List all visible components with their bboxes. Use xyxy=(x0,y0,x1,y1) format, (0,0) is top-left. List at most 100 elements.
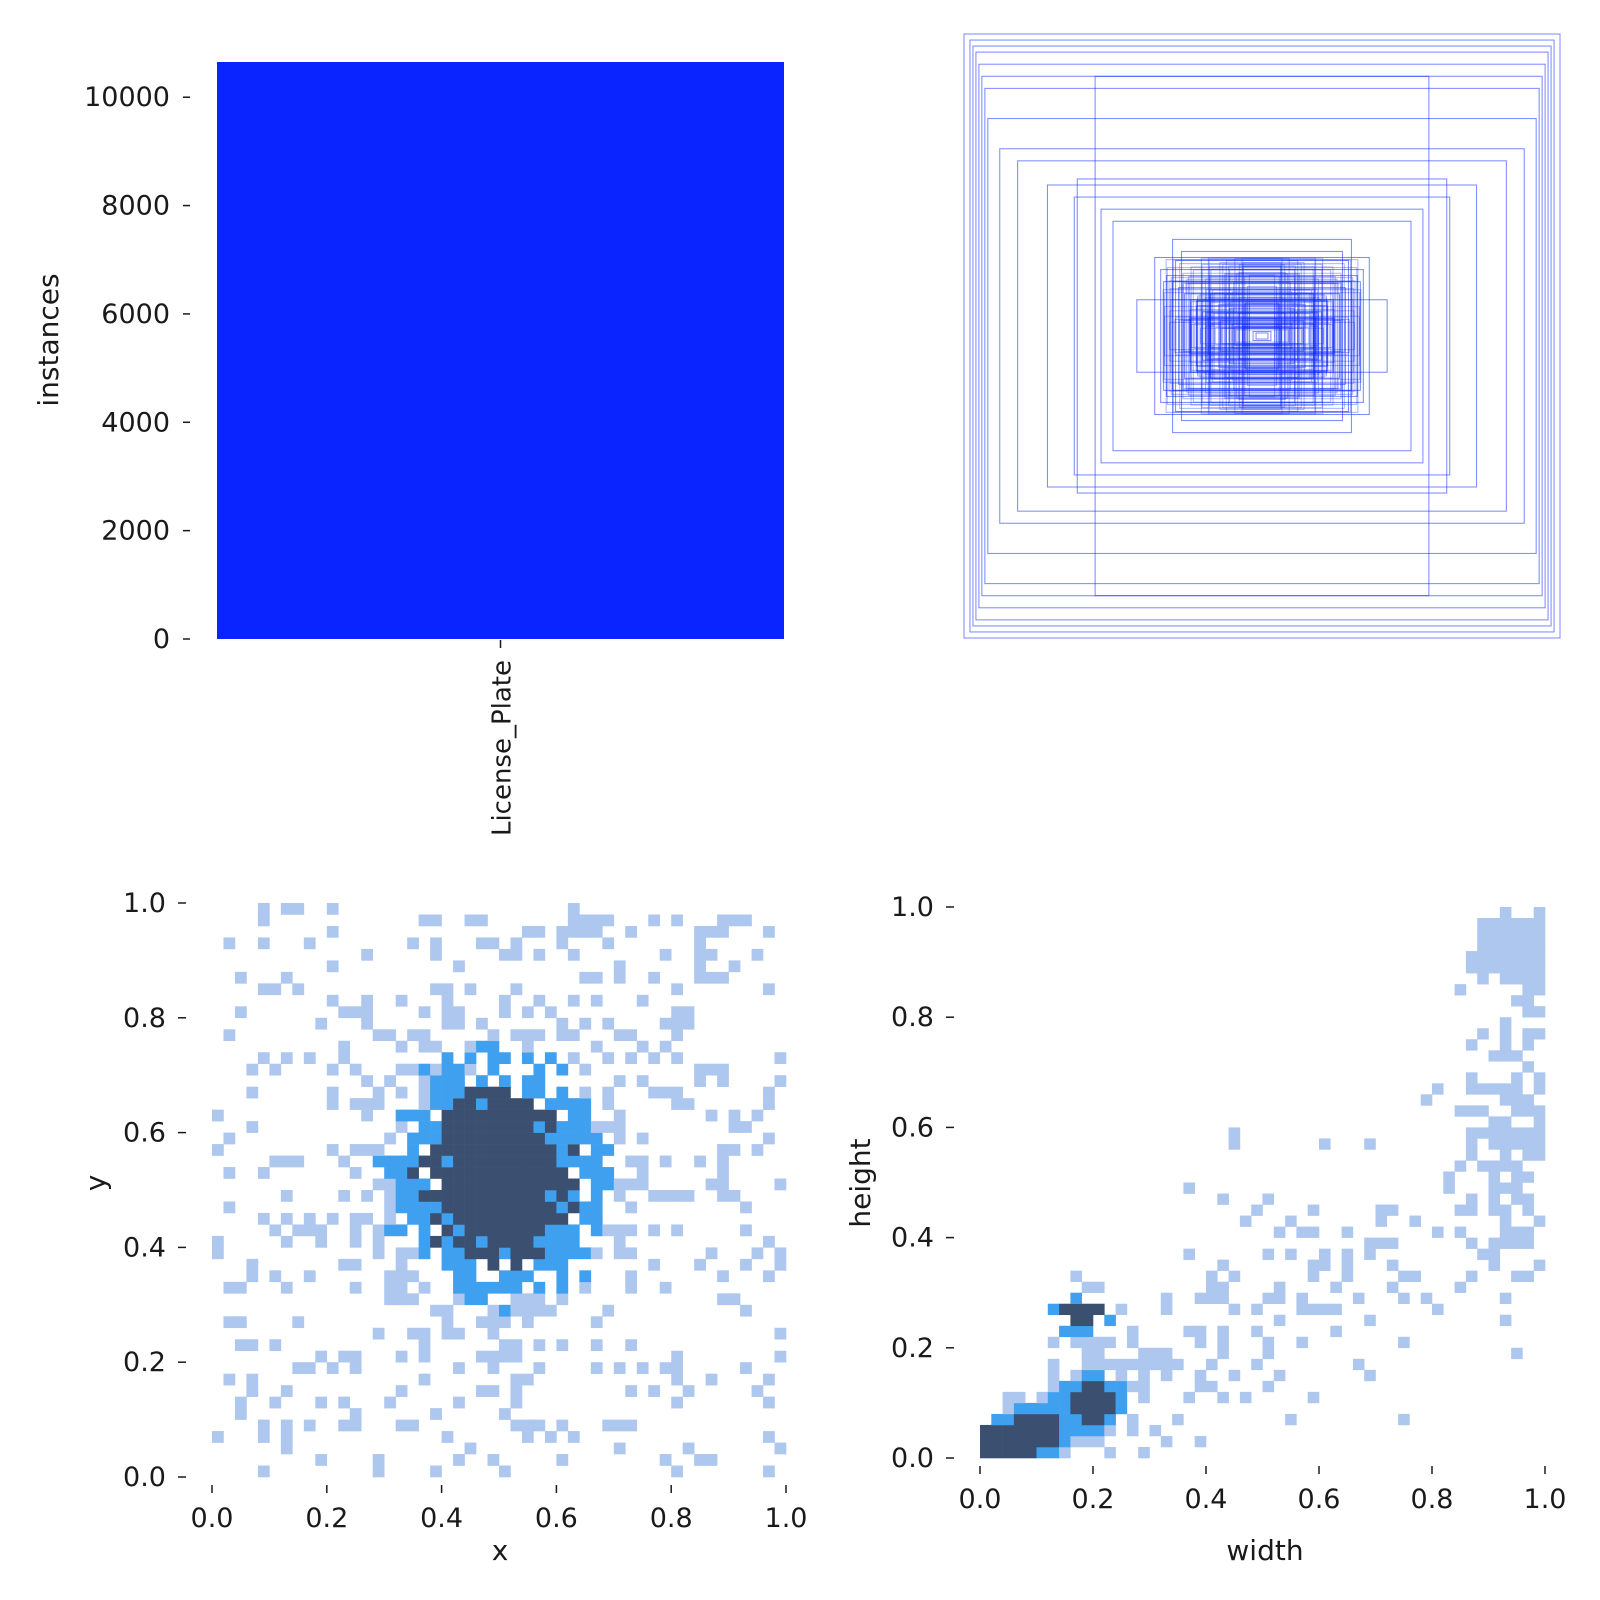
wh-heatmap-cell xyxy=(1081,1303,1094,1316)
xy-heatmap-cell xyxy=(487,1327,500,1340)
xy-heatmap-cell xyxy=(487,1350,500,1363)
wh-heatmap-cell xyxy=(1398,1413,1410,1426)
xy-heatmap-cell xyxy=(590,925,603,938)
xy-heatmap-cell xyxy=(694,1454,706,1466)
box-outline xyxy=(1218,299,1306,373)
wh-x-tick-label: 0.6 xyxy=(1298,1484,1341,1515)
box-outline xyxy=(1017,160,1507,512)
wh-heatmap-cell xyxy=(1330,1325,1342,1338)
xy-heatmap-cell xyxy=(430,1212,442,1225)
wh-heatmap-cell xyxy=(1183,1325,1195,1338)
xy-heatmap-cell xyxy=(418,1040,431,1053)
xy-heatmap-cell xyxy=(453,1121,465,1133)
xy-heatmap-cell xyxy=(694,948,706,961)
wh-heatmap-cell xyxy=(1477,951,1489,963)
xy-heatmap-cell xyxy=(694,1063,706,1076)
xy-heatmap-cell xyxy=(521,1293,534,1306)
box-outline xyxy=(1189,317,1335,355)
xy-heatmap-cell xyxy=(510,1155,523,1168)
xy-heatmap-cell xyxy=(430,1132,442,1145)
wh-heatmap-cell xyxy=(1036,1391,1049,1404)
wh-heatmap-cell xyxy=(1307,1303,1320,1316)
xy-heatmap-cell xyxy=(246,1373,259,1386)
xy-heatmap-cell xyxy=(671,1006,683,1019)
wh-heatmap-cell xyxy=(1093,1435,1105,1448)
wh-heatmap-cell xyxy=(1533,1116,1546,1128)
box-outline xyxy=(1245,299,1279,373)
xy-heatmap-cell xyxy=(556,1258,569,1271)
box-outline xyxy=(1210,323,1314,349)
box-outline xyxy=(972,45,1552,627)
xy-heatmap-cell xyxy=(269,1396,282,1409)
xy-heatmap-cell xyxy=(303,1362,316,1374)
xy-heatmap-cell xyxy=(648,1086,661,1099)
wh-heatmap-cell xyxy=(1081,1413,1094,1426)
xy-heatmap-cell xyxy=(418,1350,431,1363)
xy-heatmap-cell xyxy=(728,1293,741,1306)
xy-heatmap-cell xyxy=(372,1178,385,1191)
wh-heatmap-cell xyxy=(1522,995,1534,1007)
wh-heatmap-cell xyxy=(1126,1413,1139,1426)
wh-heatmap-cell xyxy=(1081,1314,1094,1327)
wh-heatmap-cell xyxy=(1432,1226,1444,1238)
xy-heatmap-cell xyxy=(361,1144,374,1156)
xy-heatmap-cell xyxy=(579,1132,592,1145)
xy-heatmap-cell xyxy=(556,1339,569,1352)
xy-heatmap-cell xyxy=(395,1247,408,1260)
xy-heatmap-cell xyxy=(544,1258,557,1271)
xy-heatmap-cell xyxy=(476,1155,488,1168)
xy-heatmap-cell xyxy=(476,1235,488,1248)
xy-heatmap-cell xyxy=(464,1052,477,1065)
xy-heatmap-cell xyxy=(567,1224,580,1237)
xy-heatmap-cell xyxy=(464,1201,477,1214)
wh-heatmap-cell xyxy=(1511,1193,1523,1205)
wh-heatmap-cell xyxy=(1070,1369,1082,1382)
xy-heatmap-cell xyxy=(326,1063,339,1076)
xy-heatmap-cell xyxy=(567,1098,580,1110)
xy-heatmap-cell xyxy=(453,1132,465,1145)
xy-heatmap-cell xyxy=(453,1075,465,1087)
wh-heatmap-cell xyxy=(1364,1237,1376,1249)
xy-heatmap-cell xyxy=(694,971,706,984)
box-outline xyxy=(1169,321,1355,351)
wh-heatmap-cell xyxy=(1160,1435,1173,1448)
xy-heatmap-cell xyxy=(418,1373,431,1386)
wh-heatmap-cell xyxy=(1262,1347,1275,1360)
wh-heatmap-cell xyxy=(1002,1413,1015,1426)
wh-heatmap-cell xyxy=(1070,1402,1082,1415)
bar-y-tick-label: 4000 xyxy=(101,407,170,438)
xy-heatmap-cell xyxy=(499,1098,511,1110)
xy-heatmap-cell xyxy=(384,1270,396,1283)
xy-heatmap-cell xyxy=(453,1212,465,1225)
xy-heatmap-cell xyxy=(763,1098,775,1110)
wh-heatmap-cell xyxy=(1070,1391,1082,1404)
xy-heatmap-cell xyxy=(751,1109,764,1122)
wh-heatmap-cell xyxy=(1533,1072,1546,1084)
xy-heatmap-cell xyxy=(418,1201,431,1214)
xy-heatmap-cell xyxy=(487,1316,500,1329)
xy-heatmap-cell xyxy=(476,1247,488,1260)
box-outline xyxy=(1205,312,1319,360)
wh-heatmap-cell xyxy=(1488,1083,1501,1095)
wh-heatmap-cell xyxy=(1522,1138,1534,1150)
box-outline xyxy=(1206,311,1318,361)
xy-heatmap-cell xyxy=(407,1029,419,1042)
box-outline xyxy=(1233,281,1291,391)
xy-heatmap-cell xyxy=(499,1155,511,1168)
wh-heatmap-cell xyxy=(1364,1314,1376,1327)
xy-heatmap-cell xyxy=(499,1167,511,1179)
xy-heatmap-cell xyxy=(717,1270,729,1283)
box-outline xyxy=(1255,332,1269,340)
wh-heatmap-cell xyxy=(1093,1402,1105,1415)
xy-heatmap-cell xyxy=(487,1052,500,1065)
wh-heatmap-cell xyxy=(1465,1072,1478,1084)
wh-heatmap-cell xyxy=(1013,1413,1026,1426)
wh-heatmap-cell xyxy=(991,1446,1003,1459)
xy-heatmap-cell xyxy=(476,1385,488,1397)
xy-heatmap-cell xyxy=(476,1281,488,1294)
xy-heatmap-cell xyxy=(418,1006,431,1019)
xy-heatmap-cell xyxy=(269,983,282,996)
xy-heatmap-cell xyxy=(212,1144,224,1156)
xy-heatmap-cell xyxy=(441,1316,454,1329)
xy-heatmap-cell xyxy=(395,1281,408,1294)
